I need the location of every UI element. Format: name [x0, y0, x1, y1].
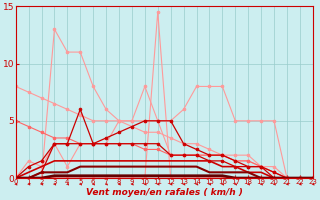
X-axis label: Vent moyen/en rafales ( km/h ): Vent moyen/en rafales ( km/h )	[86, 188, 243, 197]
